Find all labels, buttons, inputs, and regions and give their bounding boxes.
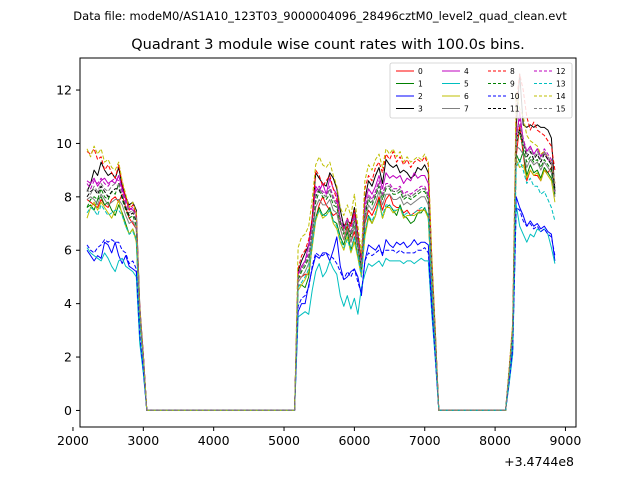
legend-label-4: 4	[464, 67, 469, 76]
x-tick-label: 2000	[57, 433, 89, 448]
y-tick-label: 6	[64, 243, 72, 258]
y-tick-label: 0	[64, 403, 72, 418]
y-tick-label: 4	[64, 296, 72, 311]
legend-label-3: 3	[418, 104, 423, 113]
legend-label-14: 14	[556, 92, 566, 101]
plot-area	[86, 73, 556, 411]
legend-label-15: 15	[556, 104, 566, 113]
legend-label-13: 13	[556, 79, 566, 88]
x-axis: 2000 3000 4000 5000 6000 7000 8000 9000	[57, 427, 581, 448]
legend-label-10: 10	[510, 92, 520, 101]
series-line-15	[86, 124, 556, 411]
x-tick-label: 5000	[268, 433, 300, 448]
legend-label-1: 1	[418, 79, 423, 88]
y-tick-label: 8	[64, 189, 72, 204]
legend-label-5: 5	[464, 79, 469, 88]
chart-title: Quadrant 3 module wise count rates with …	[131, 37, 525, 53]
legend-label-6: 6	[464, 92, 469, 101]
y-tick-label: 10	[56, 136, 72, 151]
legend-box	[389, 62, 573, 119]
legend-label-2: 2	[418, 92, 423, 101]
legend-label-11: 11	[510, 104, 520, 113]
legend-label-7: 7	[464, 104, 469, 113]
legend-label-9: 9	[510, 79, 515, 88]
legend-label-0: 0	[418, 67, 423, 76]
x-tick-label: 9000	[550, 433, 582, 448]
legend-label-12: 12	[556, 67, 566, 76]
x-tick-label: 3000	[127, 433, 159, 448]
axes-frame	[79, 57, 577, 428]
figure-suptitle: Data file: modeM0/AS1A10_123T03_90000040…	[73, 9, 567, 23]
x-tick-label: 4000	[198, 433, 230, 448]
x-tick-label: 8000	[479, 433, 511, 448]
legend-label-8: 8	[510, 67, 515, 76]
y-tick-label: 2	[64, 350, 72, 365]
y-axis: 0 2 4 6 8 10 12	[56, 83, 80, 418]
x-tick-label: 7000	[409, 433, 441, 448]
y-tick-label: 12	[56, 83, 72, 98]
x-tick-label: 6000	[338, 433, 370, 448]
x-offset-label: +3.4744e8	[504, 454, 574, 469]
